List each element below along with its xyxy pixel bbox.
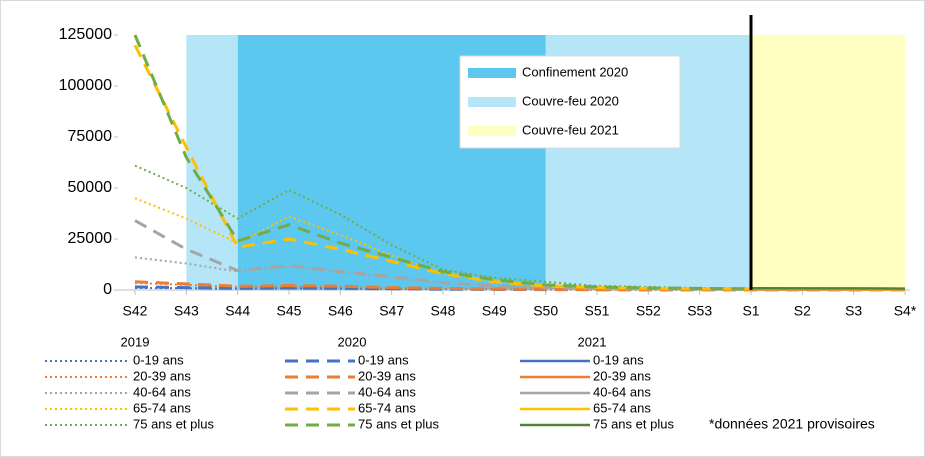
legend-label: 40-64 ans: [133, 384, 191, 399]
x-tick-label: S50: [533, 303, 558, 319]
x-tick-label: S49: [482, 303, 507, 319]
x-tick-label: S4*: [894, 303, 917, 319]
legend-label: 75 ans et plus: [358, 416, 439, 431]
legend-label: 20-39 ans: [133, 368, 191, 383]
series-line: [134, 164, 905, 290]
x-tick-label: S46: [328, 303, 353, 319]
x-tick-label: S47: [379, 303, 404, 319]
legend-label: 20-39 ans: [593, 368, 651, 383]
y-tick-label: 0: [103, 281, 112, 298]
legend-label: 65-74 ans: [358, 400, 416, 415]
legend-year: 2019: [121, 334, 150, 349]
x-tick-label: S43: [174, 303, 199, 319]
y-tick-label: 100000: [59, 77, 112, 94]
legend-label: 20-39 ans: [358, 368, 416, 383]
legend-label: Confinement 2020: [522, 64, 628, 79]
legend-label: Couvre-feu 2021: [522, 122, 619, 137]
x-tick-label: S42: [123, 303, 148, 319]
x-tick-label: S1: [742, 303, 759, 319]
y-tick-label: 50000: [68, 179, 113, 196]
x-tick-label: S3: [845, 303, 862, 319]
y-tick-label: 75000: [68, 128, 113, 145]
x-tick-label: S44: [225, 303, 250, 319]
legend-swatch: [468, 126, 516, 136]
legend-swatch: [468, 68, 516, 78]
legend-label: 40-64 ans: [593, 384, 651, 399]
x-tick-label: S48: [431, 303, 456, 319]
x-tick-label: S45: [277, 303, 302, 319]
legend-year: 2020: [338, 334, 367, 349]
x-tick-label: S52: [636, 303, 661, 319]
x-tick-label: S53: [687, 303, 712, 319]
legend-label: 0-19 ans: [593, 352, 644, 367]
footnote: *données 2021 provisoires: [709, 416, 875, 432]
legend-label: 65-74 ans: [593, 400, 651, 415]
y-tick-label: 125000: [59, 26, 112, 43]
band: [751, 35, 905, 290]
legend-label: 75 ans et plus: [593, 416, 674, 431]
legend-label: 40-64 ans: [358, 384, 416, 399]
x-tick-label: S51: [585, 303, 610, 319]
x-tick-label: S2: [794, 303, 811, 319]
series-line: [133, 44, 905, 291]
y-tick-label: 25000: [68, 230, 113, 247]
legend-label: 75 ans et plus: [133, 416, 214, 431]
legend-label: 65-74 ans: [133, 400, 191, 415]
legend-year: 2021: [578, 334, 607, 349]
legend-swatch: [468, 97, 516, 107]
legend-label: 0-19 ans: [358, 352, 409, 367]
legend-label: Couvre-feu 2020: [522, 93, 619, 108]
legend-label: 0-19 ans: [133, 352, 184, 367]
